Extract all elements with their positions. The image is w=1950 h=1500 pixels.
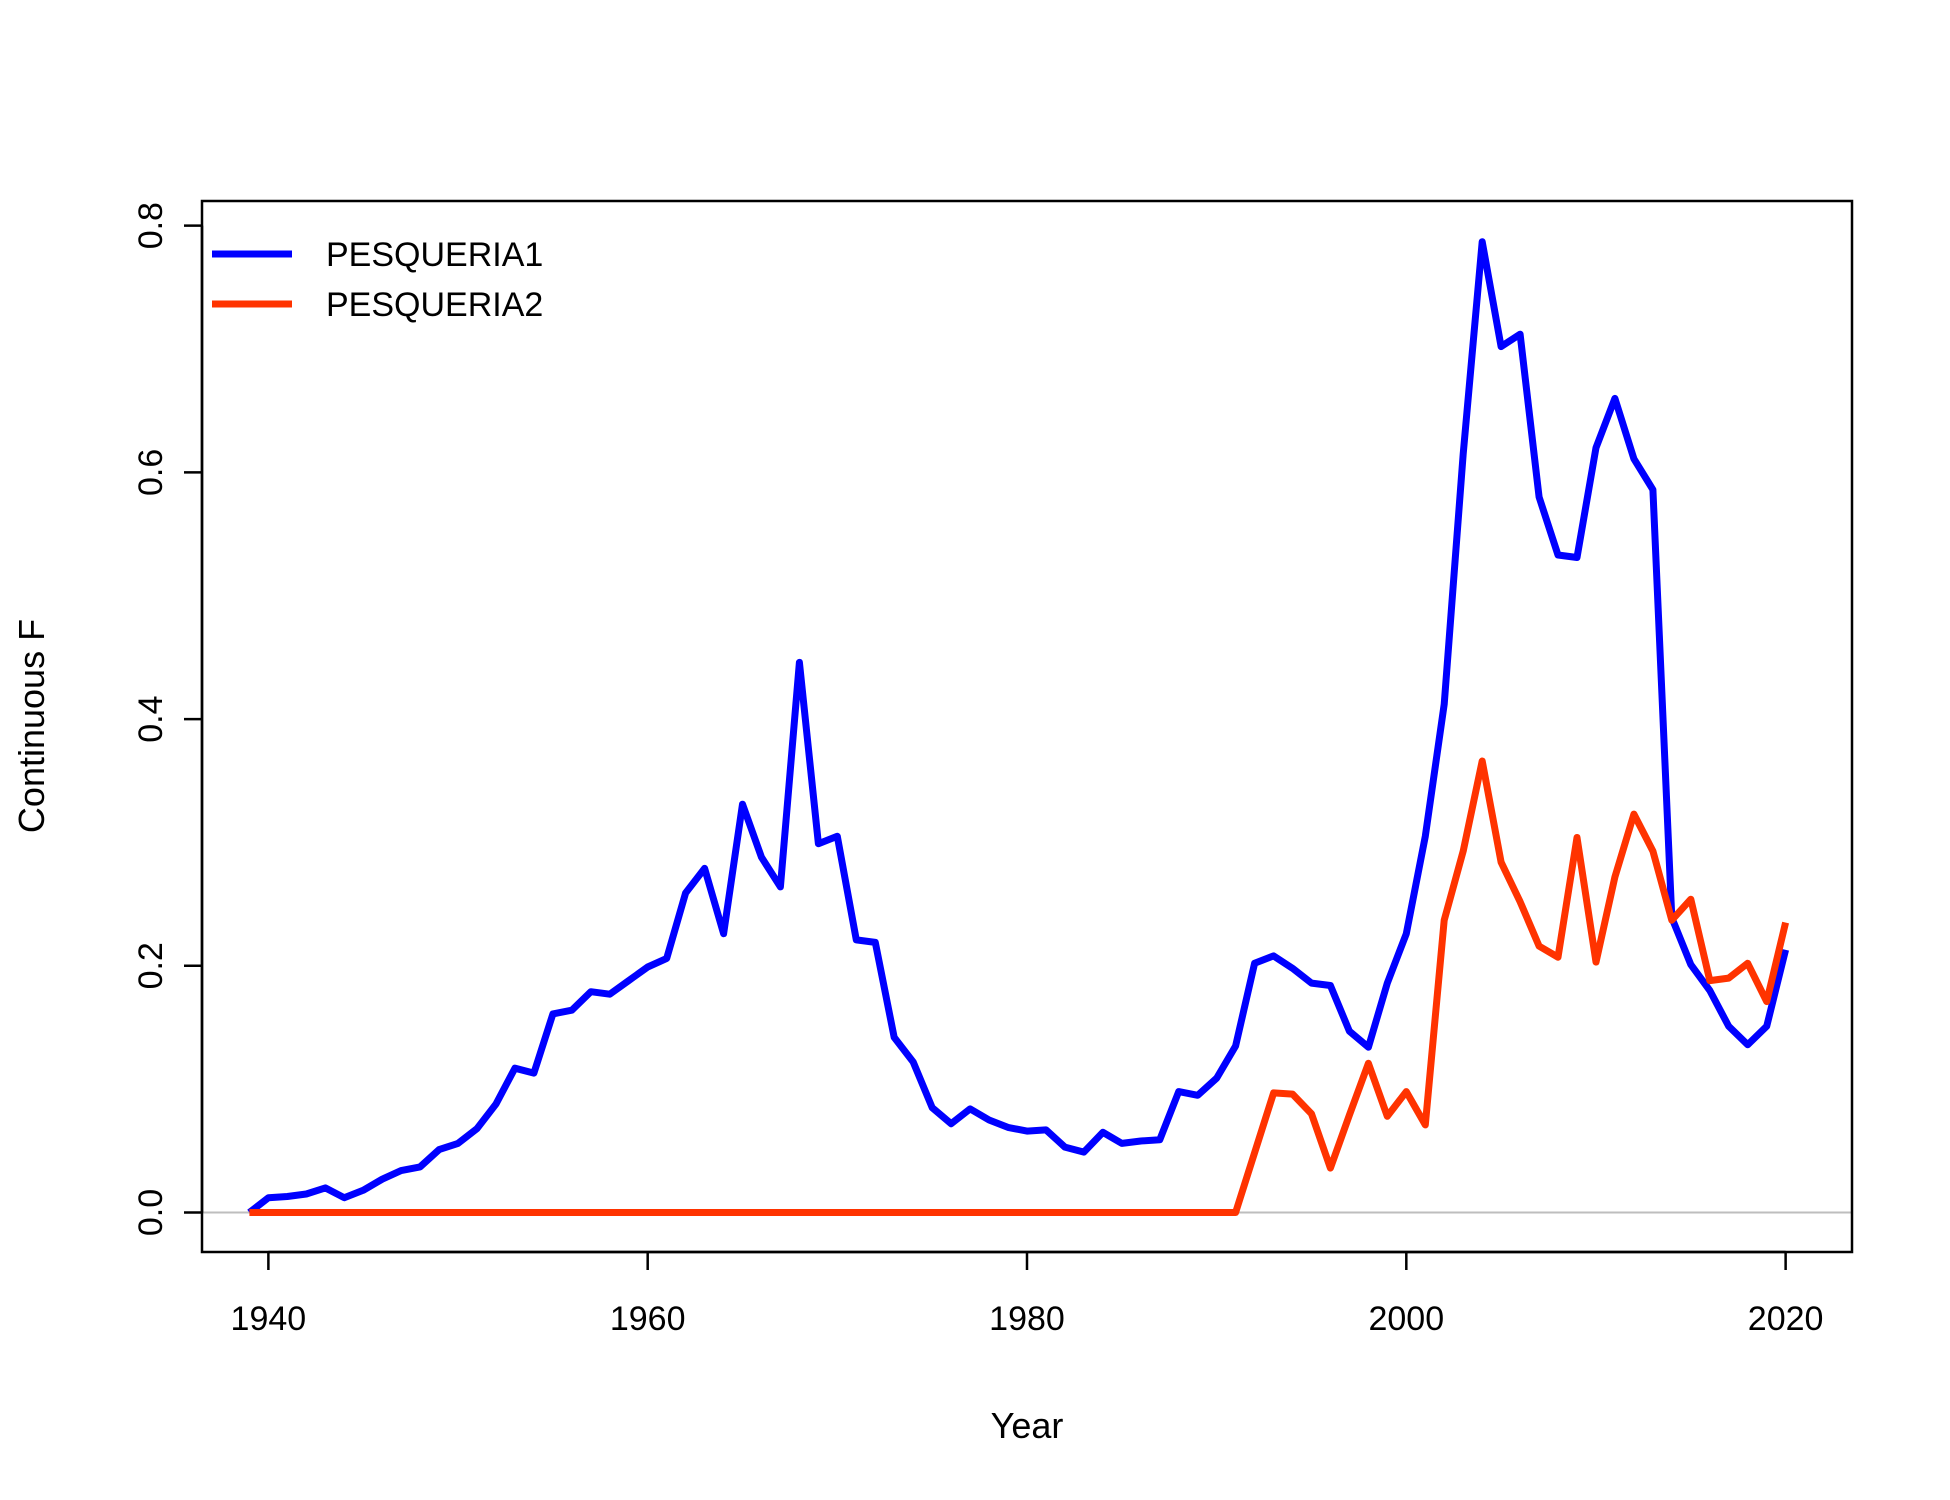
legend-label-2: PESQUERIA2 [326, 286, 543, 324]
y-axis-title: Continuous F [11, 619, 52, 833]
series-line-2 [249, 757, 1790, 1216]
x-tick-label: 2020 [1748, 1300, 1824, 1338]
y-tick-label: 0.8 [132, 202, 170, 249]
y-axis: 0.0 0.2 0.4 0.6 0.8 [132, 202, 204, 1236]
y-tick-label: 0.0 [132, 1189, 170, 1236]
series-line-1 [247, 238, 1789, 1216]
x-tick-label: 1980 [989, 1300, 1065, 1338]
series-layer [247, 238, 1790, 1216]
legend: PESQUERIA1 PESQUERIA2 [212, 236, 543, 324]
x-tick-label: 2000 [1368, 1300, 1444, 1338]
legend-label-1: PESQUERIA1 [326, 236, 543, 274]
x-axis: 1940 1960 1980 2000 2020 [231, 1250, 1824, 1338]
x-tick-label: 1940 [231, 1300, 307, 1338]
y-tick-label: 0.6 [132, 449, 170, 496]
y-tick-label: 0.2 [132, 942, 170, 989]
x-axis-title: Year [991, 1405, 1064, 1446]
y-tick-label: 0.4 [132, 695, 170, 742]
x-tick-label: 1960 [610, 1300, 686, 1338]
